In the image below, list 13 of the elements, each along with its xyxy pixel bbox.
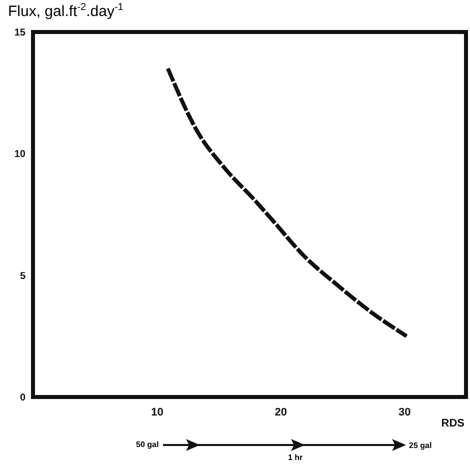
text: 25 gal [409, 441, 432, 450]
x-tick-label: 30 [398, 406, 411, 418]
line-series [166, 66, 409, 338]
y-tick-label: 0 [20, 392, 26, 404]
y-tick-label: 10 [14, 149, 26, 160]
x-tick-label: 10 [151, 406, 164, 418]
y-tick-label: 15 [14, 28, 26, 38]
y-tick-label: 5 [20, 270, 26, 282]
x-tick-label: 20 [274, 406, 288, 418]
text: 50 gal [136, 440, 159, 449]
y-axis-title: Flux, gal.ft$^{-2}$.day$^{-1}$ [8, 2, 124, 20]
text: 1 hr [288, 453, 303, 462]
x-axis-title: RDS [441, 418, 464, 430]
